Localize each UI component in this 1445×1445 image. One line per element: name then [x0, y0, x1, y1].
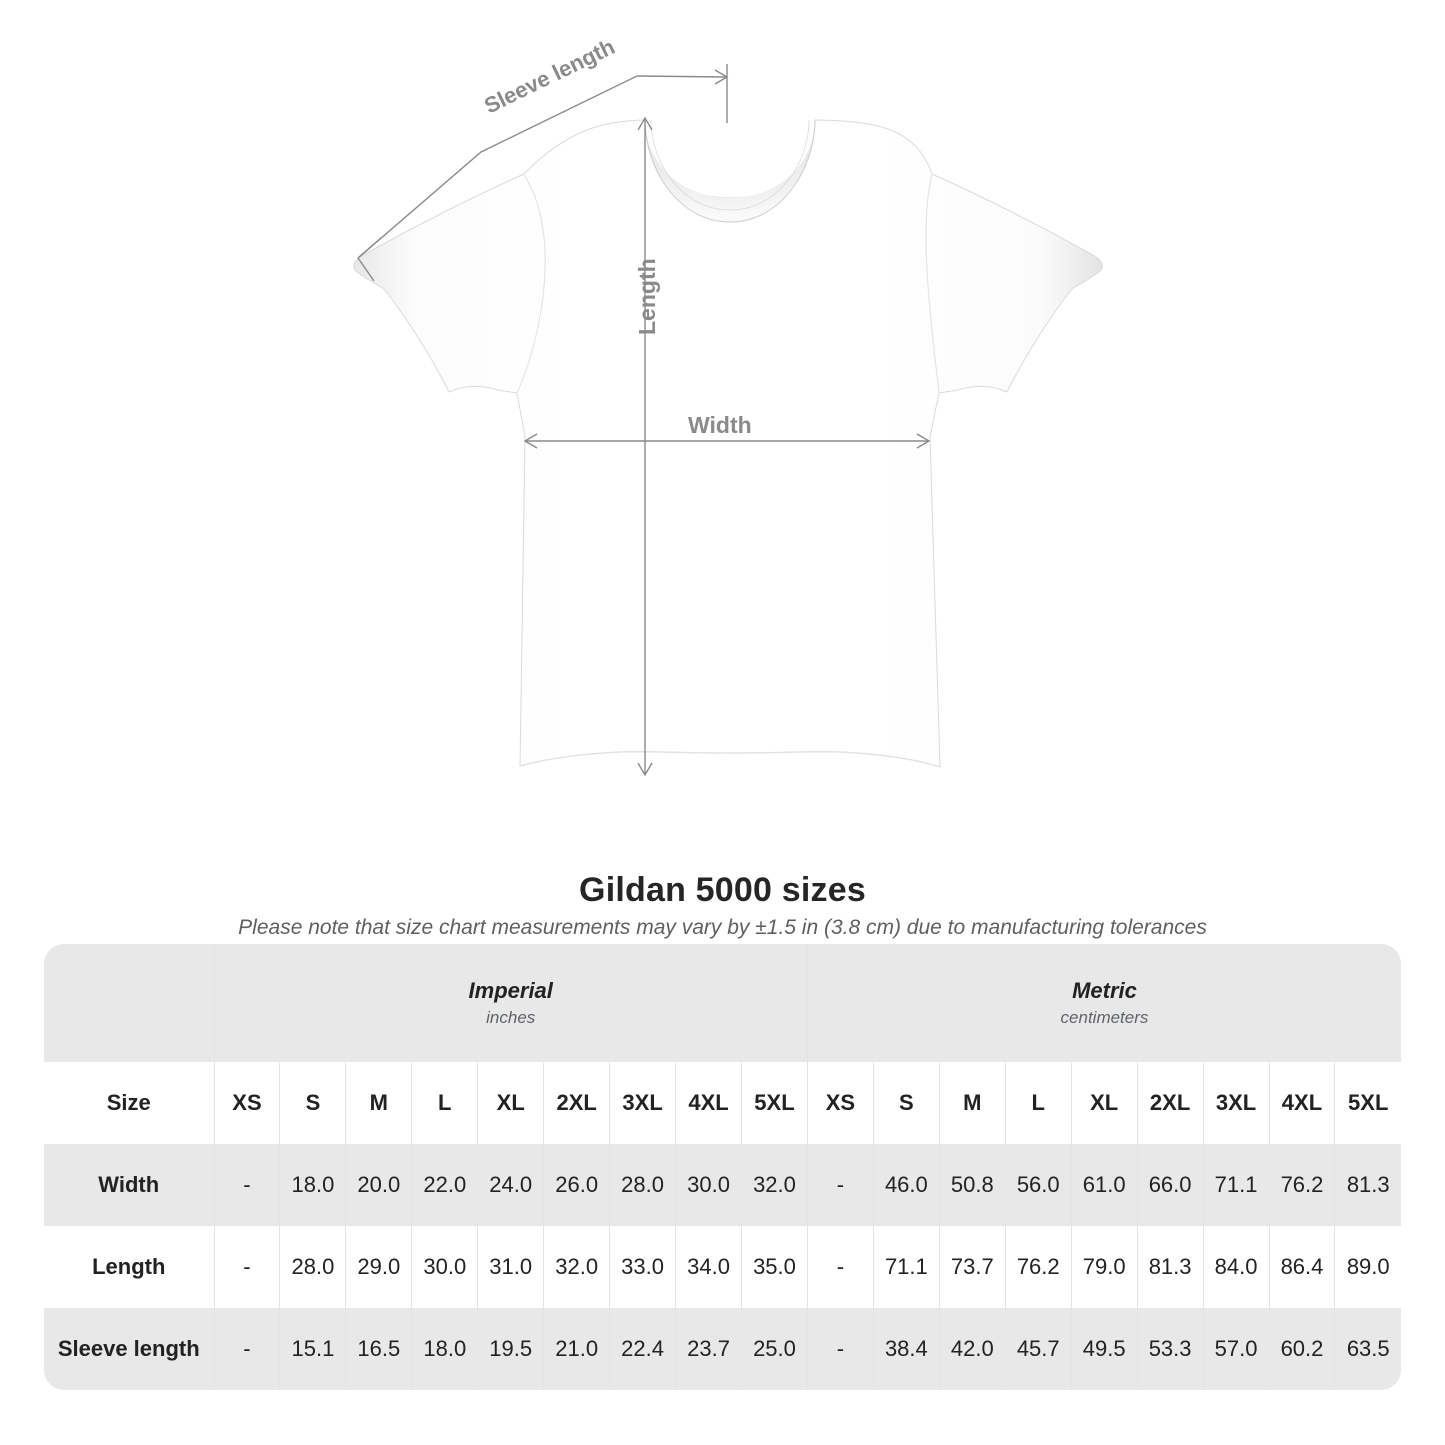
svg-text:Sleeve length: Sleeve length: [480, 34, 618, 119]
svg-text:Width: Width: [688, 412, 752, 438]
svg-text:Length: Length: [634, 258, 660, 335]
